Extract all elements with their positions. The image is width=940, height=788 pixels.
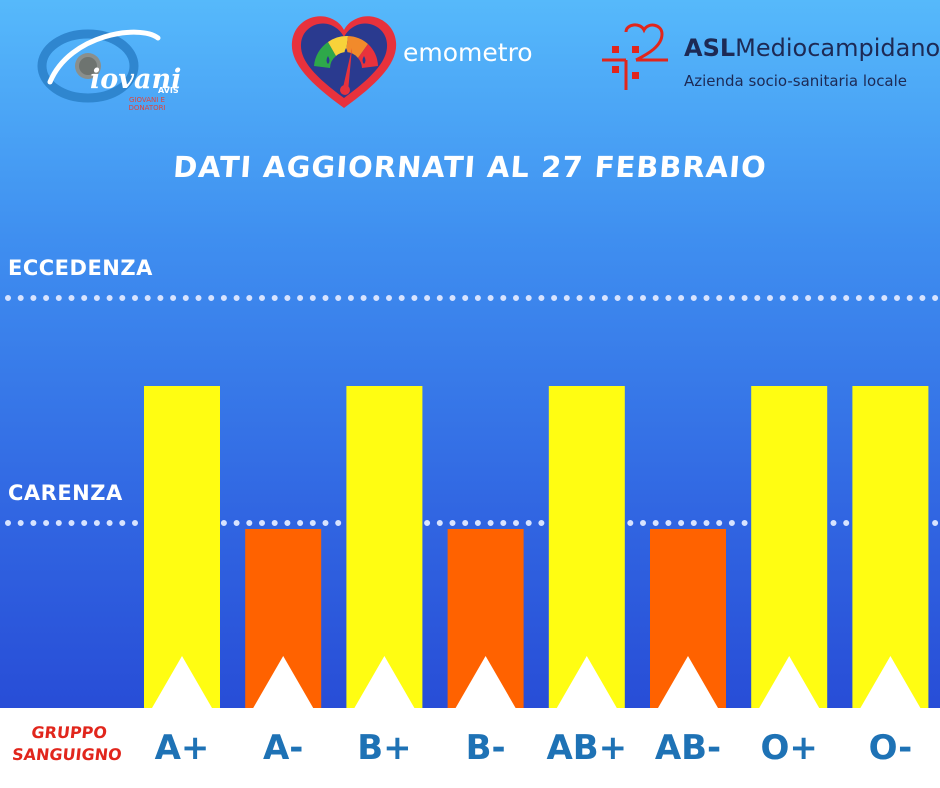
giovani-logo-mark	[37, 29, 161, 103]
x-axis-label: GRUPPO SANGUIGNO	[11, 723, 123, 764]
tick-label-AB+: AB+	[546, 728, 628, 768]
bar-arrow-B-	[455, 656, 516, 708]
bar-O+	[751, 386, 828, 708]
bar-arrow-B+	[354, 656, 415, 708]
giovani-logo-avis: AVIS	[158, 86, 179, 95]
bar-arrow-AB+	[556, 656, 617, 708]
bar-arrow-O+	[759, 656, 820, 708]
bar-B+	[346, 386, 423, 708]
bar-A+	[144, 386, 220, 708]
bar-arrow-AB-	[658, 656, 718, 708]
heart-gauge-icon	[291, 16, 397, 108]
bar-AB+	[548, 386, 625, 708]
asl-logo-name-rest: Mediocampidano	[735, 34, 940, 62]
bar-arrow-A-	[253, 656, 314, 708]
giovani-logo-subtitle: GIOVANI E DONATORI	[128, 96, 166, 112]
emometro-logo-text: emometro	[403, 38, 533, 67]
asl-logo-name: ASLMediocampidano	[684, 34, 940, 62]
asl-logo-name-bold: ASL	[684, 34, 736, 62]
tick-label-B-: B-	[465, 728, 506, 768]
tick-label-AB-: AB-	[654, 728, 722, 768]
tick-label-A-: A-	[262, 728, 304, 768]
giovani-avis-logo: iovani AVIS GIOVANI E DONATORI	[30, 24, 200, 114]
asl-mediocampidano-logo: ASLMediocampidano Azienda socio-sanitari…	[596, 20, 940, 100]
x-axis-band: GRUPPO SANGUIGNO A+ A- B+ B- AB+ AB- O+ O-	[0, 708, 940, 788]
tick-label-B+: B+	[357, 728, 412, 768]
asl-mark-icon	[602, 23, 668, 90]
asl-logo-subtitle: Azienda socio-sanitaria locale	[684, 72, 908, 90]
level-label-carenza: CARENZA	[8, 481, 123, 505]
giovani-logo-text: iovani	[90, 64, 182, 95]
tick-label-A+: A+	[154, 728, 210, 768]
tick-label-O+: O+	[760, 728, 818, 768]
emometro-logo: emometro	[288, 12, 548, 112]
bar-arrow-A+	[152, 656, 212, 708]
level-label-eccedenza: ECCEDENZA	[8, 256, 153, 280]
bar-O-	[852, 386, 929, 708]
bar-arrow-O-	[860, 656, 921, 708]
tick-label-O-: O-	[868, 728, 913, 768]
